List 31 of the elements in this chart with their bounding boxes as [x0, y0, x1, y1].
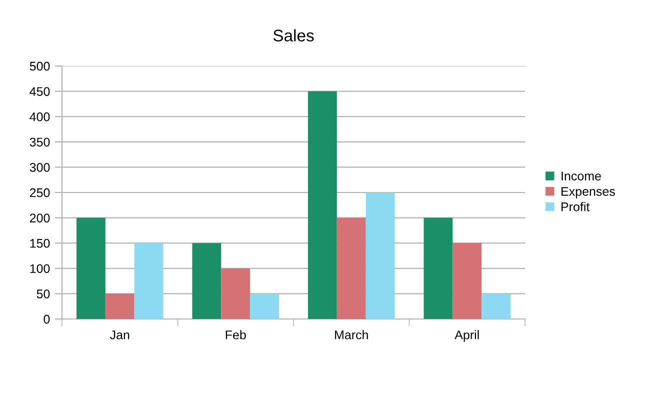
y-tick-label: 50 — [36, 290, 50, 298]
x-tick-label: Jan — [110, 330, 130, 340]
y-tick-label: 0 — [44, 314, 50, 324]
x-tick-label: March — [335, 330, 368, 340]
legend-label: Profit — [562, 202, 590, 212]
y-tick-label: 400 — [30, 112, 50, 122]
bar — [105, 294, 134, 319]
bar — [308, 91, 337, 319]
y-tick-label: 500 — [30, 62, 50, 71]
legend-label: Expenses — [562, 187, 615, 198]
bar — [482, 294, 511, 319]
y-tick-label: 250 — [30, 188, 50, 198]
chart-title: Sales — [273, 29, 314, 42]
y-tick-label: 450 — [30, 87, 50, 96]
y-tick-label: 300 — [30, 163, 50, 172]
y-tick-label: 150 — [30, 238, 50, 248]
bar — [424, 218, 453, 319]
bar — [250, 294, 280, 319]
bar — [221, 268, 250, 319]
x-tick-label: April — [454, 330, 479, 342]
bar — [134, 243, 164, 319]
bar — [76, 218, 106, 319]
x-tick-label: Feb — [226, 330, 246, 340]
y-tick-label: 200 — [30, 214, 50, 222]
legend-label: Income — [562, 172, 601, 180]
bar — [336, 218, 366, 319]
bar — [366, 192, 395, 319]
bar — [192, 243, 222, 319]
y-tick-label: 100 — [30, 264, 50, 274]
y-tick-label: 350 — [30, 138, 50, 147]
bar — [452, 243, 482, 319]
